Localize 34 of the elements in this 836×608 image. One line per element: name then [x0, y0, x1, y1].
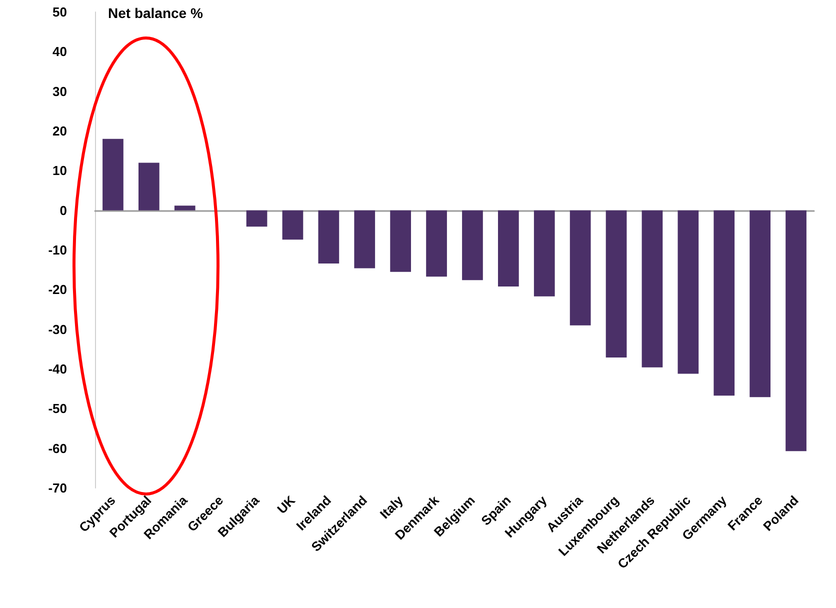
y-tick-label: -10 [48, 242, 67, 258]
bar [678, 210, 699, 374]
bar [750, 210, 770, 398]
bar [606, 210, 627, 358]
bar [462, 210, 483, 280]
bar [642, 210, 663, 368]
bar [102, 138, 124, 210]
bar [786, 210, 806, 452]
bar [282, 210, 304, 240]
x-tick-label: UK [274, 492, 298, 517]
bar [246, 210, 268, 227]
y-tick-label: 50 [52, 4, 67, 20]
bar [714, 210, 735, 396]
bar [498, 210, 519, 286]
bar [354, 210, 376, 268]
y-tick-label: -20 [48, 282, 67, 298]
y-tick-label: -50 [48, 401, 67, 416]
y-tick-label: 0 [60, 202, 67, 218]
y-tick-label: -30 [48, 322, 67, 337]
y-tick-label: -70 [48, 480, 67, 496]
y-tick-label: 20 [52, 124, 67, 138]
bar [390, 210, 411, 272]
bar [138, 162, 160, 210]
y-tick-label: -40 [48, 362, 67, 376]
y-tick-label: 40 [52, 44, 67, 60]
bar [318, 210, 340, 264]
bar [426, 210, 447, 277]
y-axis-title: Net balance % [108, 5, 204, 21]
y-tick-label: -60 [48, 440, 67, 456]
y-tick-label: 10 [52, 163, 67, 178]
y-tick-label: 30 [52, 84, 67, 99]
bar [570, 210, 591, 326]
bar [534, 210, 555, 296]
bar [174, 206, 196, 210]
